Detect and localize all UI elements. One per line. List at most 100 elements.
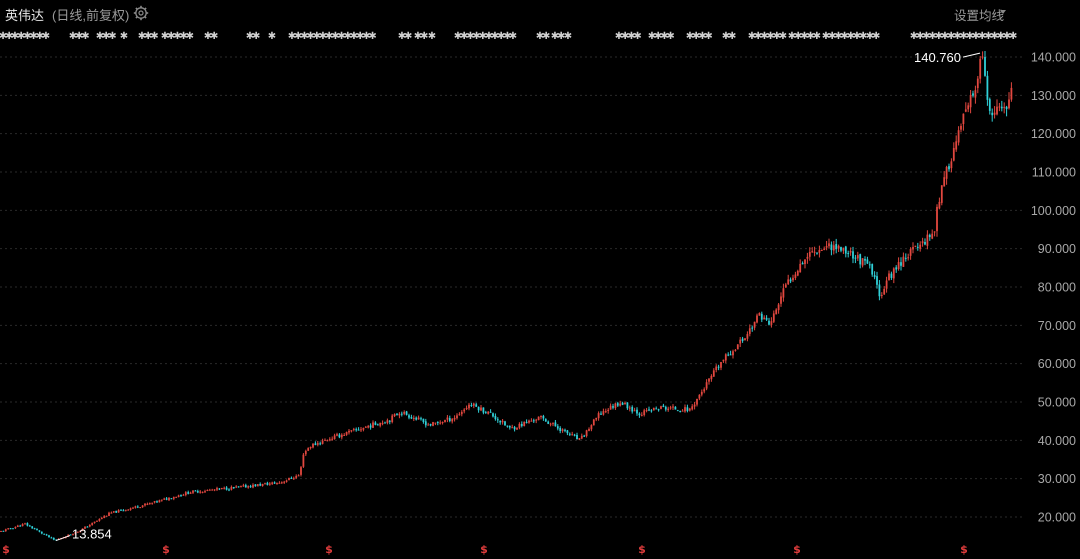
asterisk-icon: ✱	[692, 31, 700, 42]
candle-body	[751, 327, 754, 329]
candle-body	[871, 264, 874, 275]
candle-body	[420, 418, 422, 420]
candle-body	[196, 491, 199, 493]
asterisk-icon: ✱	[179, 31, 187, 42]
candle-body	[530, 420, 533, 422]
candle-body	[998, 106, 1001, 108]
y-tick-label: 120.000	[1031, 127, 1076, 141]
asterisk-icon: ✱	[497, 31, 505, 42]
candle-body	[69, 534, 72, 536]
candle-body	[724, 354, 727, 361]
candle-body	[98, 518, 101, 521]
asterisk-icon: ✱	[922, 31, 930, 42]
candle-body	[91, 522, 94, 525]
candle-body	[535, 419, 538, 421]
candle-body	[796, 270, 799, 276]
asterisk-icon: ✱	[313, 31, 321, 42]
candle-body	[357, 429, 360, 431]
asterisk-icon: ✱	[872, 31, 880, 42]
candle-body	[81, 528, 84, 531]
candle-body	[986, 75, 989, 100]
asterisk-icon: ✱	[96, 31, 104, 42]
candle-body	[259, 483, 262, 486]
candle-body	[352, 428, 355, 430]
candle-body	[662, 405, 665, 407]
candle-body	[31, 526, 34, 529]
caret-down-icon	[1000, 10, 1006, 14]
asterisk-icon: ✱	[748, 31, 756, 42]
min-pointer-line	[55, 535, 71, 542]
candle-body	[760, 313, 763, 320]
candle-body	[840, 247, 842, 251]
stock-name[interactable]: 英伟达	[5, 8, 45, 23]
candle-body	[823, 248, 826, 250]
candle-body	[285, 480, 288, 482]
candle-body	[386, 420, 389, 424]
candle-body	[319, 443, 322, 445]
candle-body	[415, 417, 418, 420]
candle-body	[703, 389, 706, 392]
candle-body	[96, 520, 98, 522]
asterisk-icon: ✱	[268, 31, 276, 42]
ma-setting-button[interactable]: 设置均线	[953, 9, 1004, 23]
asterisk-icon: ✱	[325, 31, 333, 42]
candle-body	[842, 247, 845, 251]
asterisk-icon: ✱	[331, 31, 339, 42]
candle-body	[744, 338, 746, 341]
candle-body	[667, 408, 670, 411]
candle-body	[252, 484, 254, 488]
candle-body	[993, 112, 996, 115]
candle-body	[996, 106, 998, 115]
asterisk-icon: ✱	[766, 31, 774, 42]
candle-body	[304, 450, 307, 455]
candle-body	[117, 510, 120, 513]
candle-body	[573, 434, 576, 436]
candle-body	[225, 487, 228, 490]
candle-body	[602, 411, 605, 415]
candle-body	[777, 304, 780, 311]
asterisk-icon: ✱	[1009, 31, 1017, 42]
asterisk-icon: ✱	[300, 31, 308, 42]
candle-body	[936, 206, 938, 232]
candle-body	[698, 394, 701, 399]
candle-body	[974, 90, 977, 98]
gear-icon[interactable]	[133, 5, 149, 21]
candle-body	[312, 443, 314, 448]
asterisk-icon: ✱	[660, 31, 668, 42]
candle-body	[292, 478, 295, 480]
candle-body	[43, 533, 46, 535]
candle-body	[655, 408, 658, 410]
asterisk-icon: ✱	[828, 31, 836, 42]
candle-body	[232, 486, 235, 488]
candle-body	[422, 418, 425, 422]
candle-body	[372, 422, 374, 428]
candle-body	[962, 113, 965, 125]
candle-body	[897, 262, 900, 270]
candle-body	[549, 423, 552, 425]
asterisk-icon: ✱	[928, 31, 936, 42]
asterisk-icon: ✱	[246, 31, 254, 42]
candle-body	[585, 430, 588, 437]
candle-body	[652, 407, 655, 411]
asterisk-icon: ✱	[252, 31, 260, 42]
asterisk-icon: ✱	[834, 31, 842, 42]
candle-body	[746, 334, 749, 339]
candle-body	[753, 321, 756, 328]
candle-body	[820, 250, 823, 252]
candle-body	[314, 443, 317, 446]
asterisk-icon: ✱	[633, 31, 641, 42]
candle-body	[984, 56, 986, 76]
candle-body	[619, 403, 622, 406]
candle-body	[360, 429, 362, 431]
candle-body	[76, 531, 79, 533]
candle-body	[583, 435, 586, 437]
asterisk-icon: ✱	[953, 31, 961, 42]
candle-body	[475, 404, 478, 407]
candle-body	[26, 523, 29, 526]
candle-body	[132, 507, 134, 509]
candle-body	[801, 262, 804, 265]
asterisk-icon: ✱	[337, 31, 345, 42]
candle-body	[763, 317, 766, 320]
candle-body	[544, 419, 547, 422]
